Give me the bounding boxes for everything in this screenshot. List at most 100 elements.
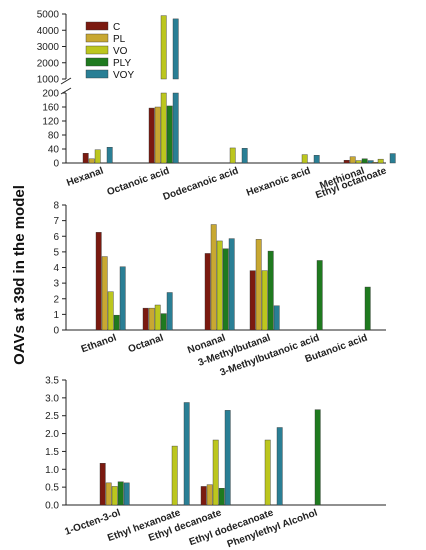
y-tick-label: 0.0 <box>45 501 59 512</box>
bar-c-1-octen-3-ol <box>99 463 106 506</box>
bar-voy-ethyl-hexanoate <box>183 402 190 506</box>
bar-voy-dodecanoic-acid <box>241 148 248 164</box>
y-axis-label: OAVs at 39d in the model <box>11 185 28 365</box>
y-tick-label: 160 <box>42 103 59 114</box>
bar-vo-ethyl-hexanoate <box>171 445 178 506</box>
bar-pl-ethyl-octanoate <box>371 162 378 164</box>
bar-c-methional <box>343 159 350 164</box>
bar-vo-hexanoic-acid <box>301 154 308 164</box>
y-tick-label: 1 <box>53 310 59 321</box>
y-tick-label: 1.0 <box>45 465 59 476</box>
bar-ply-nonanal <box>222 248 229 331</box>
bar-vo-methional <box>355 160 362 164</box>
bar-pl-methional <box>349 156 356 164</box>
bar-pl-nonanal <box>210 224 217 331</box>
bar-ply-methional <box>361 158 368 164</box>
y-tick-label: 2 <box>53 294 59 305</box>
y-tick-label: 80 <box>48 131 60 142</box>
legend-swatch-voy <box>85 69 109 79</box>
bar-voy-hexanal <box>106 147 113 164</box>
bar-vo-octanal <box>154 304 161 331</box>
legend-swatch-pl <box>85 33 109 43</box>
bar-vo-octanoic-acid-upper <box>160 15 167 80</box>
bar-c-ethanol <box>95 232 102 331</box>
bar-voy-3-methylbutanal <box>273 305 280 331</box>
bar-ply-butanoic-acid <box>364 286 371 331</box>
bar-ply-3-methylbutanoic-acid <box>316 260 323 331</box>
y-tick-label: 7 <box>53 216 59 227</box>
bar-voy-ethyl-decanoate <box>224 410 231 506</box>
bar-pl-ethyl-decanoate <box>206 484 213 506</box>
bar-ply-octanal <box>160 313 167 331</box>
bar-ply-ethanol <box>113 314 120 331</box>
category-label-dodecanoic-acid: Dodecanoic acid <box>162 165 240 203</box>
legend-label-voy: VOY <box>113 70 134 81</box>
bar-pl-1-octen-3-ol <box>105 482 112 506</box>
y-tick-label: 3.5 <box>45 376 59 387</box>
bar-c-nonanal <box>204 253 211 331</box>
y-tick-label: 3.0 <box>45 393 59 404</box>
category-label-hexanal: Hexanal <box>65 165 105 189</box>
y-tick-label: 4000 <box>37 26 60 37</box>
y-tick-label: 0 <box>53 326 59 337</box>
y-tick-label: 1000 <box>37 75 60 86</box>
bar-vo-ethanol <box>107 291 114 331</box>
bar-ply-phenylethyl-alcohol <box>314 409 321 506</box>
bar-ply-1-octen-3-ol <box>117 481 124 506</box>
legend-swatch-c <box>85 21 109 31</box>
bar-voy-octanal <box>166 292 173 331</box>
y-tick-label: 5000 <box>37 10 60 21</box>
bar-ply-3-methylbutanal <box>267 250 274 331</box>
bar-pl-ethanol <box>101 256 108 331</box>
y-tick-label: 8 <box>53 201 59 212</box>
bar-vo-ethyl-dodecanoate <box>264 439 271 506</box>
panel-bottom: 0.00.51.01.52.02.53.03.51-Octen-3-olEthy… <box>45 376 386 550</box>
legend-label-ply: PLY <box>113 58 131 69</box>
bar-vo-ethyl-octanoate <box>377 158 384 164</box>
bar-vo-octanoic-acid <box>160 92 167 164</box>
bar-voy-ethanol <box>119 266 126 331</box>
bar-c-ethyl-decanoate <box>200 486 207 506</box>
legend-label-vo: VO <box>113 46 128 57</box>
y-tick-label: 1.5 <box>45 447 59 458</box>
axis-break-mark <box>60 77 72 85</box>
category-label-hexanoic-acid: Hexanoic acid <box>245 165 312 198</box>
bar-pl-hexanal <box>88 158 95 164</box>
y-tick-label: 120 <box>42 117 59 128</box>
category-label-octanal: Octanal <box>127 332 165 355</box>
bar-vo-3-methylbutanal <box>261 270 268 331</box>
y-tick-label: 6 <box>53 232 59 243</box>
legend-swatch-ply <box>85 57 109 67</box>
bar-voy-ethyl-dodecanoate <box>276 427 283 506</box>
bar-vo-ethyl-decanoate <box>212 439 219 506</box>
legend-label-c: C <box>113 22 120 33</box>
bar-c-octanal <box>142 307 149 331</box>
bar-vo-hexanal <box>94 149 101 164</box>
y-tick-label: 200 <box>42 89 59 100</box>
bar-voy-nonanal <box>228 238 235 331</box>
y-tick-label: 2.0 <box>45 429 59 440</box>
bar-c-octanoic-acid <box>148 107 155 164</box>
bar-ply-ethyl-decanoate <box>218 488 225 506</box>
bar-voy-hexanoic-acid <box>313 155 320 164</box>
bar-pl-octanoic-acid <box>154 106 161 164</box>
legend-label-pl: PL <box>113 34 126 45</box>
legend-swatch-vo <box>85 45 109 55</box>
bar-c-hexanal <box>82 152 89 164</box>
bar-voy-1-octen-3-ol <box>123 482 130 506</box>
bar-voy-ethyl-octanoate <box>389 153 396 164</box>
bar-vo-dodecanoic-acid <box>229 147 236 164</box>
y-tick-label: 2.5 <box>45 411 59 422</box>
y-tick-label: 0 <box>53 159 59 170</box>
bar-voy-octanoic-acid-upper <box>172 18 179 80</box>
bar-vo-nonanal <box>216 240 223 331</box>
y-tick-label: 5 <box>53 247 59 258</box>
y-tick-label: 40 <box>48 145 60 156</box>
y-tick-label: 2000 <box>37 58 60 69</box>
y-tick-label: 4 <box>53 263 59 274</box>
y-tick-label: 3 <box>53 279 59 290</box>
y-tick-label: 0.5 <box>45 483 59 494</box>
